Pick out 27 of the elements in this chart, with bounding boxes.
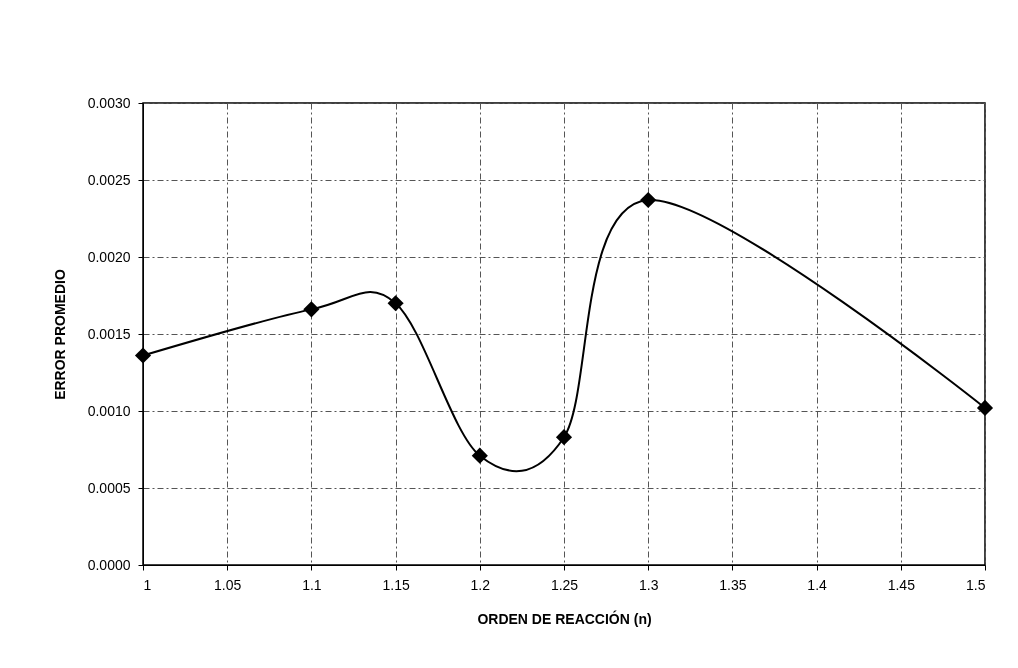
- x-tick-label: 1.45: [887, 576, 916, 593]
- x-axis-title: ORDEN DE REACCIÓN (n): [477, 609, 652, 627]
- y-tick-label: 0.0030: [87, 94, 131, 111]
- x-tick-label: 1.1: [302, 576, 322, 593]
- point: [555, 429, 573, 446]
- point: [303, 301, 320, 318]
- x-tick-label: 1.25: [550, 576, 579, 593]
- x-tick-label: 1.3: [638, 576, 659, 593]
- point: [976, 399, 994, 416]
- x-tick-label: 1.4: [807, 576, 828, 593]
- y-tick-label: 0.0020: [87, 248, 131, 265]
- x-tick-label: 1: [143, 576, 152, 593]
- x-tick-label: 1.05: [214, 576, 242, 593]
- point: [640, 191, 657, 209]
- x-tick-label: 1.35: [719, 576, 747, 593]
- y-tick-label: 0.0000: [87, 556, 131, 573]
- point: [134, 347, 152, 364]
- y-tick-label: 0.0010: [87, 402, 131, 419]
- x-tick-label: 1.2: [470, 576, 491, 593]
- y-tick-label: 0.0015: [87, 325, 131, 342]
- x-tick-label: 1.15: [382, 576, 410, 593]
- point: [471, 447, 488, 464]
- y-axis-title: ERROR PROMEDIO: [51, 269, 68, 400]
- x-tick-label: 1.5: [966, 576, 986, 593]
- y-tick-label: 0.0025: [87, 171, 131, 188]
- y-tick-label: 0.0005: [87, 479, 131, 496]
- point: [387, 295, 404, 312]
